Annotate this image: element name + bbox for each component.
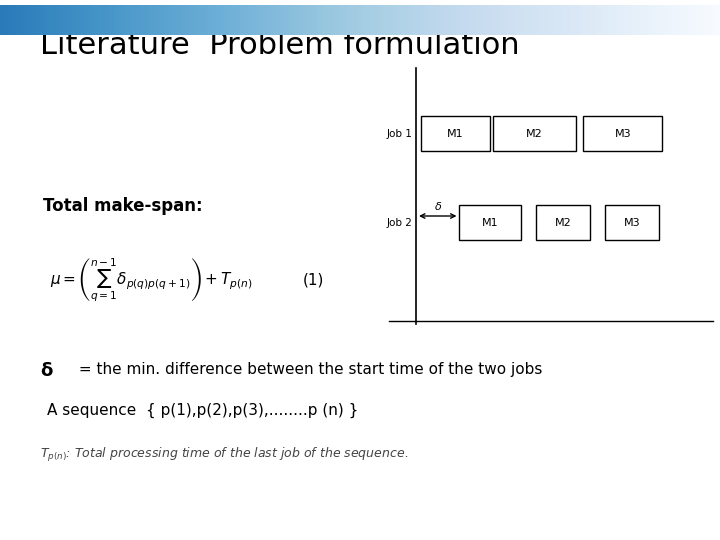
Text: $\delta$: $\delta$ [433,200,442,212]
Text: = the min. difference between the start time of the two jobs: = the min. difference between the start … [74,362,543,377]
Text: M3: M3 [614,129,631,139]
Bar [493,116,576,151]
Bar [421,116,490,151]
Text: A sequence  { p(1),p(2),p(3),........p (n) }: A sequence { p(1),p(2),p(3),........p (n… [47,402,358,417]
Bar [583,116,662,151]
Text: $\mathbf{\delta}$: $\mathbf{\delta}$ [40,362,53,380]
Text: $T_{p(n)}$: Total processing time of the last job of the sequence.: $T_{p(n)}$: Total processing time of the… [40,446,408,463]
Text: M1: M1 [447,129,464,139]
Bar [605,205,659,240]
Text: M3: M3 [624,218,640,228]
Text: Total make-span:: Total make-span: [43,197,203,215]
Bar [459,205,521,240]
Bar [536,205,590,240]
Text: M1: M1 [482,218,498,228]
Text: M2: M2 [526,129,543,139]
Text: $\mu = \left( \sum_{q=1}^{n-1} \delta_{p(q)p(q+1)} \right) + T_{p(n)}$: $\mu = \left( \sum_{q=1}^{n-1} \delta_{p… [50,256,253,305]
Text: Literature  Problem formulation: Literature Problem formulation [40,31,519,60]
Text: Job 2: Job 2 [387,218,413,228]
Text: M2: M2 [555,218,572,228]
Text: (1): (1) [302,273,324,288]
Text: Job 1: Job 1 [387,129,413,139]
